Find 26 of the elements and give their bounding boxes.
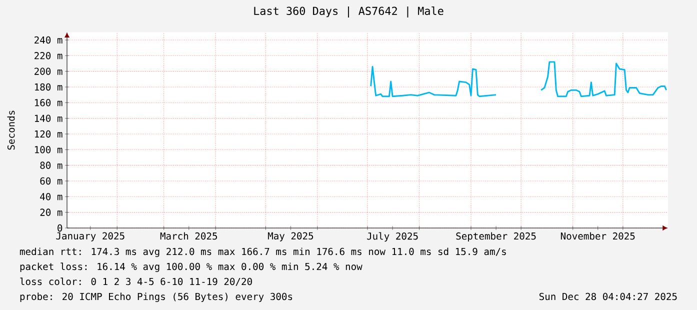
y-tick-label: 240 m <box>34 36 62 44</box>
text: median rtt: 174.3 ms avg 212.0 ms max 166.7 ms min 176.6 ms now 11.0 ms sd 15.9 am/s <box>20 248 506 258</box>
x-tick-label: July 2025 <box>367 232 418 242</box>
text: packet loss: 16.14 % avg 100.00 % max 0.00 % min 5.24 % now <box>20 262 362 272</box>
x-tick-label: September 2025 <box>456 232 536 242</box>
y-tick-label: 120 m <box>34 130 62 138</box>
y-tick-label: 220 m <box>34 52 62 60</box>
x-tick-label: May 2025 <box>268 232 314 242</box>
chart-title: Last 360 Days | AS7642 | Male <box>254 6 444 18</box>
y-tick-label: 60 m <box>40 177 62 185</box>
y-tick-label: 160 m <box>34 99 62 106</box>
x-tick-label: November 2025 <box>560 232 635 240</box>
text: Sun Dec 28 04:04:27 2025 <box>539 292 677 300</box>
y-tick-label: 200 m <box>34 68 62 75</box>
x-tick-label: January 2025 <box>56 232 124 242</box>
y-tick-label: 80 m <box>40 162 62 169</box>
text: loss color: 0 1 2 3 4-5 6-10 11-19 20/20 <box>20 278 252 286</box>
y-tick-label: 140 m <box>34 114 62 122</box>
text: probe: 20 ICMP Echo Pings (56 Bytes) every 300s <box>20 292 292 302</box>
y-tick-label: 20 m <box>40 208 62 216</box>
y-axis-title: Seconds <box>7 110 15 150</box>
y-tick-label: 40 m <box>40 193 62 200</box>
x-tick-label: March 2025 <box>160 232 218 240</box>
y-tick-label: 0 <box>58 224 62 232</box>
y-tick-label: 180 m <box>34 83 62 91</box>
y-tick-label: 100 m <box>34 146 62 154</box>
